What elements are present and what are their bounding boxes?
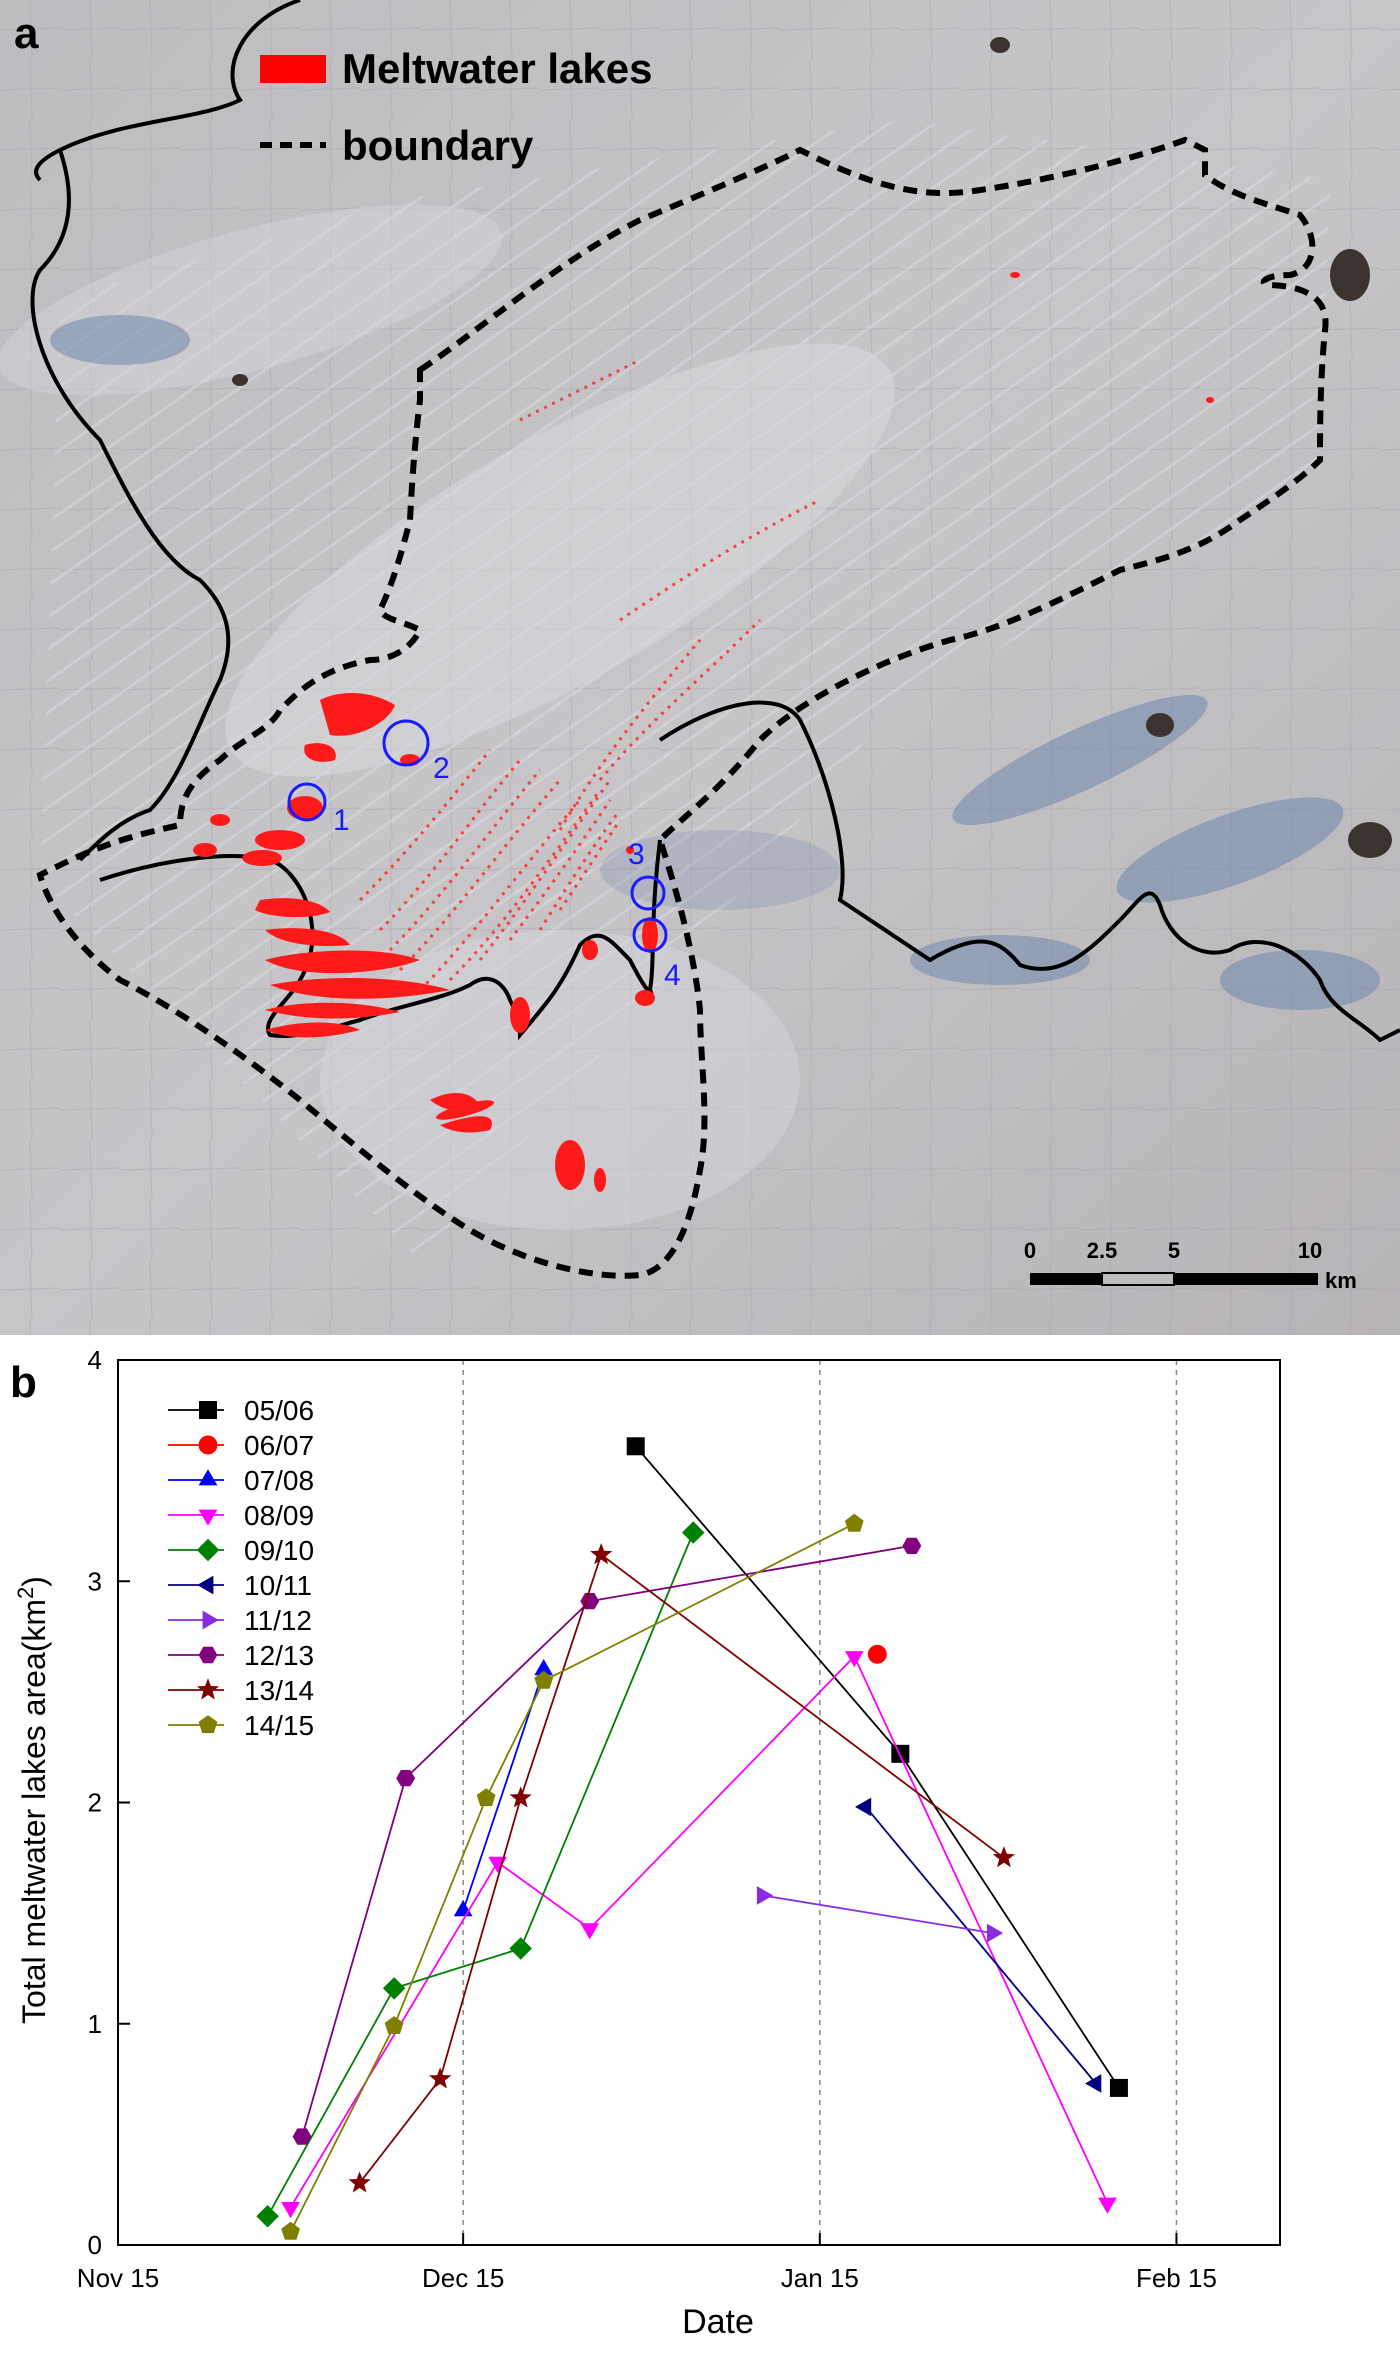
x-axis-title: Date	[682, 2303, 754, 2341]
legend-marker-05-06	[199, 1401, 217, 1419]
legend-label-07-08: 07/08	[244, 1465, 314, 1496]
legend-label-10-11: 10/11	[244, 1570, 312, 1601]
x-tick-label: Jan 15	[781, 2263, 859, 2293]
x-tick-label: Feb 15	[1136, 2263, 1217, 2293]
y-axis-title-main: Total meltwater lakes area(km	[16, 1599, 52, 2024]
legend-swatch-meltwater-lakes	[260, 55, 326, 83]
scale-bar-segment	[1102, 1273, 1174, 1285]
data-point-05-06	[1110, 2079, 1128, 2097]
legend-label-boundary: boundary	[342, 122, 534, 169]
panel-a-map: 1 2 3 4 Meltwater lakes boundary 0 2.5 5…	[0, 0, 1400, 1335]
lake-marker-label: 4	[664, 959, 681, 992]
satellite-map: 1 2 3 4 Meltwater lakes boundary 0 2.5 5…	[0, 0, 1400, 1335]
scale-bar-tick-label: 0	[1024, 1238, 1036, 1263]
legend-label-08-09: 08/09	[244, 1500, 314, 1531]
legend-label-meltwater-lakes: Meltwater lakes	[342, 45, 653, 92]
panel-b-label: b	[10, 1358, 37, 1407]
meltwater-area-chart: b Nov 15 Dec 15 Jan 15 Feb 15 0 1 2 3 4 05/06 06/…	[0, 1335, 1400, 2350]
y-axis-title: Total meltwater lakes area(km2)	[13, 1576, 53, 2024]
legend-label-09-10: 09/10	[244, 1535, 314, 1566]
x-tick-label: Dec 15	[422, 2263, 504, 2293]
legend-label-06-07: 06/07	[244, 1430, 314, 1461]
chart-background	[0, 1335, 1400, 2350]
y-axis-title-tail: )	[16, 1576, 52, 1587]
y-tick-label: 2	[88, 1788, 102, 1818]
panel-b-chart: b Nov 15 Dec 15 Jan 15 Feb 15 0 1 2 3 4 05/06 06/…	[0, 1335, 1400, 2350]
scale-bar-segment	[1030, 1273, 1102, 1285]
scale-bar-tick-label: 2.5	[1087, 1238, 1118, 1263]
lake-marker-label: 1	[333, 804, 350, 837]
y-tick-label: 0	[88, 2230, 102, 2260]
series-06-07	[868, 1645, 887, 1664]
legend-label-05-06: 05/06	[244, 1395, 314, 1426]
lake-marker-label: 3	[628, 838, 645, 871]
legend-label-11-12: 11/12	[244, 1605, 312, 1636]
data-point-05-06	[627, 1437, 645, 1455]
data-point-06-07	[868, 1645, 887, 1664]
y-tick-label: 4	[88, 1345, 102, 1375]
scale-bar-unit: km	[1325, 1268, 1357, 1293]
legend-label-14-15: 14/15	[244, 1710, 314, 1741]
scale-bar-segment	[1174, 1273, 1318, 1285]
y-axis-title-superscript: 2	[13, 1587, 38, 1599]
legend-label-12-13: 12/13	[244, 1640, 314, 1671]
ice-highlight	[320, 930, 800, 1230]
scale-bar-tick-label: 5	[1168, 1238, 1180, 1263]
lake-marker-label: 2	[433, 752, 450, 785]
y-tick-label: 1	[88, 2009, 102, 2039]
x-tick-label: Nov 15	[77, 2263, 159, 2293]
legend-label-13-14: 13/14	[244, 1675, 314, 1706]
legend-marker-06-07	[199, 1436, 218, 1455]
panel-a-label: a	[14, 9, 39, 58]
scale-bar-tick-label: 10	[1298, 1238, 1322, 1263]
y-tick-label: 3	[88, 1566, 102, 1596]
